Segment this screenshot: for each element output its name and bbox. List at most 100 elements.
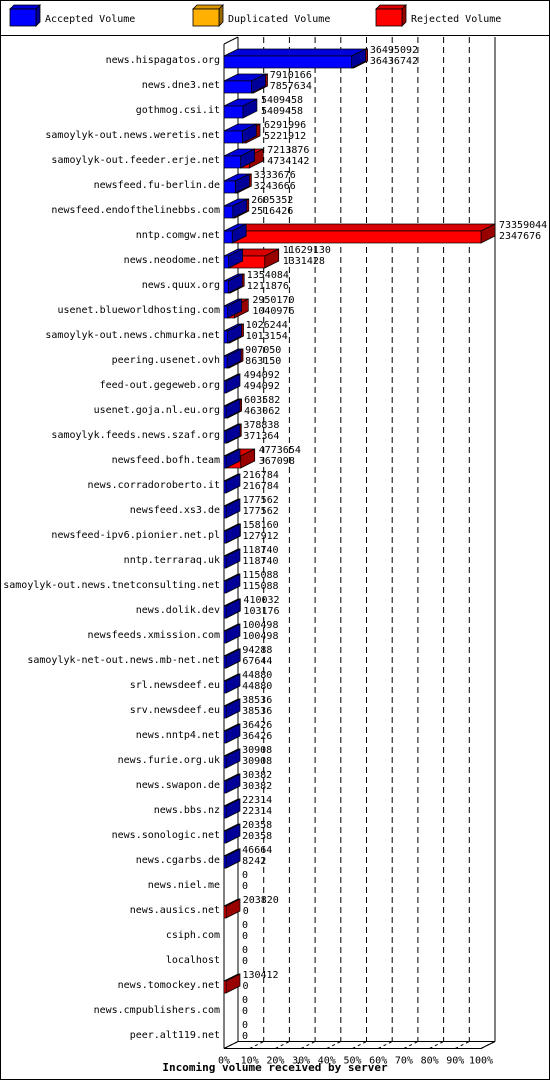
floor-tick bbox=[300, 1041, 316, 1049]
x-tick-label: 30% bbox=[292, 1056, 310, 1067]
bar-group bbox=[223, 73, 268, 94]
bar-accepted bbox=[223, 480, 227, 494]
category-label: news.dolik.dev bbox=[136, 605, 220, 616]
bar-group bbox=[223, 348, 244, 369]
value-label-accepted: 1040976 bbox=[252, 306, 294, 317]
bar-rejected bbox=[223, 980, 227, 994]
category-label: usenet.goja.nl.eu.org bbox=[94, 405, 220, 416]
value-label-accepted: 36426 bbox=[242, 731, 272, 742]
value-label-accepted: 0 bbox=[242, 1006, 248, 1017]
bar-accepted bbox=[223, 130, 243, 144]
x-tick-label: 0% bbox=[218, 1056, 230, 1067]
floor-tick bbox=[249, 1041, 264, 1049]
bar-group bbox=[223, 398, 242, 419]
category-label: news.ausics.net bbox=[130, 905, 220, 916]
category-label: news.dne3.net bbox=[142, 80, 220, 91]
x-tick-label: 60% bbox=[369, 1056, 387, 1067]
bar-accepted bbox=[223, 830, 227, 844]
value-label-total: 46664 bbox=[242, 845, 272, 856]
value-label-accepted: 216784 bbox=[243, 481, 279, 492]
bar-rejected bbox=[223, 905, 227, 919]
x-tick-label: 90% bbox=[446, 1056, 464, 1067]
bar-group bbox=[223, 223, 496, 244]
bar-accepted bbox=[223, 430, 227, 444]
bar-accepted bbox=[223, 355, 228, 369]
bar-group bbox=[223, 648, 241, 669]
bar-accepted bbox=[223, 505, 227, 519]
bar-accepted bbox=[223, 155, 241, 169]
bar-group bbox=[223, 373, 241, 394]
bar-accepted bbox=[223, 580, 227, 594]
legend-swatch-side bbox=[35, 4, 41, 27]
floor-tick bbox=[352, 1041, 367, 1049]
bar-accepted bbox=[223, 755, 227, 769]
bar-accepted bbox=[223, 280, 229, 294]
value-label-total: 0 bbox=[242, 870, 248, 881]
value-label-total: 30382 bbox=[242, 770, 272, 781]
value-label-accepted: 0 bbox=[242, 981, 248, 992]
bar-group bbox=[223, 823, 241, 844]
bar-accepted bbox=[223, 630, 227, 644]
value-label-total: 100498 bbox=[242, 620, 278, 631]
value-label-accepted: 0 bbox=[242, 931, 248, 942]
value-label-total: 22314 bbox=[242, 795, 272, 806]
bar-group bbox=[223, 973, 241, 994]
bar-group bbox=[223, 898, 241, 919]
bar-group bbox=[223, 798, 241, 819]
x-tick-label: 80% bbox=[421, 1056, 439, 1067]
value-label-accepted: 100498 bbox=[242, 631, 278, 642]
floor-tick bbox=[275, 1041, 290, 1049]
value-label-accepted: 115088 bbox=[242, 581, 278, 592]
value-label-accepted: 1211876 bbox=[247, 281, 289, 292]
value-label-total: 216784 bbox=[243, 470, 279, 481]
value-label-accepted: 0 bbox=[242, 1031, 248, 1042]
value-label-accepted: 127912 bbox=[243, 531, 279, 542]
bar-group bbox=[223, 323, 244, 344]
legend-swatch-side bbox=[218, 4, 224, 27]
value-label-total: 203820 bbox=[243, 895, 279, 906]
value-label-total: 36495092 bbox=[370, 45, 418, 56]
bar-accepted-top bbox=[223, 48, 366, 57]
bar-accepted bbox=[223, 405, 227, 419]
category-label: samoylyk-out.feeder.erje.net bbox=[51, 155, 220, 166]
legend-label: Accepted Volume bbox=[45, 14, 135, 25]
category-label: peer.alt119.net bbox=[130, 1030, 220, 1041]
value-label-total: 115088 bbox=[242, 570, 278, 581]
value-label-total: 130412 bbox=[242, 970, 278, 981]
value-label-total: 6291996 bbox=[264, 120, 306, 131]
value-label-total: 73359044 bbox=[499, 220, 547, 231]
value-label-accepted: 0 bbox=[242, 881, 248, 892]
bar-accepted bbox=[223, 305, 228, 319]
category-label: newsfeeds.xmission.com bbox=[88, 630, 220, 641]
value-label-total: 44880 bbox=[242, 670, 272, 681]
value-label-accepted: 0 bbox=[242, 956, 248, 967]
bar-group bbox=[223, 423, 242, 444]
bar-group bbox=[223, 98, 258, 119]
bar-group bbox=[223, 748, 241, 769]
category-label: samoylyk.feeds.news.szaf.org bbox=[51, 430, 220, 441]
category-label: news.swapon.de bbox=[136, 780, 220, 791]
legend-item: Rejected Volume bbox=[375, 4, 501, 27]
wall-top-edge bbox=[223, 36, 239, 45]
legend-label: Duplicated Volume bbox=[228, 14, 330, 25]
bar-group bbox=[223, 48, 368, 69]
bar-accepted bbox=[223, 105, 244, 119]
value-label-total: 2605352 bbox=[251, 195, 293, 206]
value-label-total: 2950170 bbox=[252, 295, 294, 306]
value-label-accepted: 103176 bbox=[243, 606, 279, 617]
legend-swatch-top bbox=[192, 4, 224, 10]
value-label-accepted: 367098 bbox=[259, 456, 295, 467]
legend-swatch-side bbox=[401, 4, 407, 27]
bars bbox=[223, 48, 496, 994]
bar-group bbox=[223, 273, 245, 294]
value-label-accepted: 20358 bbox=[242, 831, 272, 842]
bar-accepted bbox=[223, 655, 227, 669]
value-label-total: 4773654 bbox=[259, 445, 301, 456]
value-label-accepted: 5409458 bbox=[261, 106, 303, 117]
value-label-total: 0 bbox=[242, 1020, 248, 1031]
bar-group bbox=[223, 848, 241, 869]
category-label: peering.usenet.ovh bbox=[112, 355, 220, 366]
bar-accepted bbox=[223, 380, 227, 394]
bar-group bbox=[223, 298, 249, 319]
